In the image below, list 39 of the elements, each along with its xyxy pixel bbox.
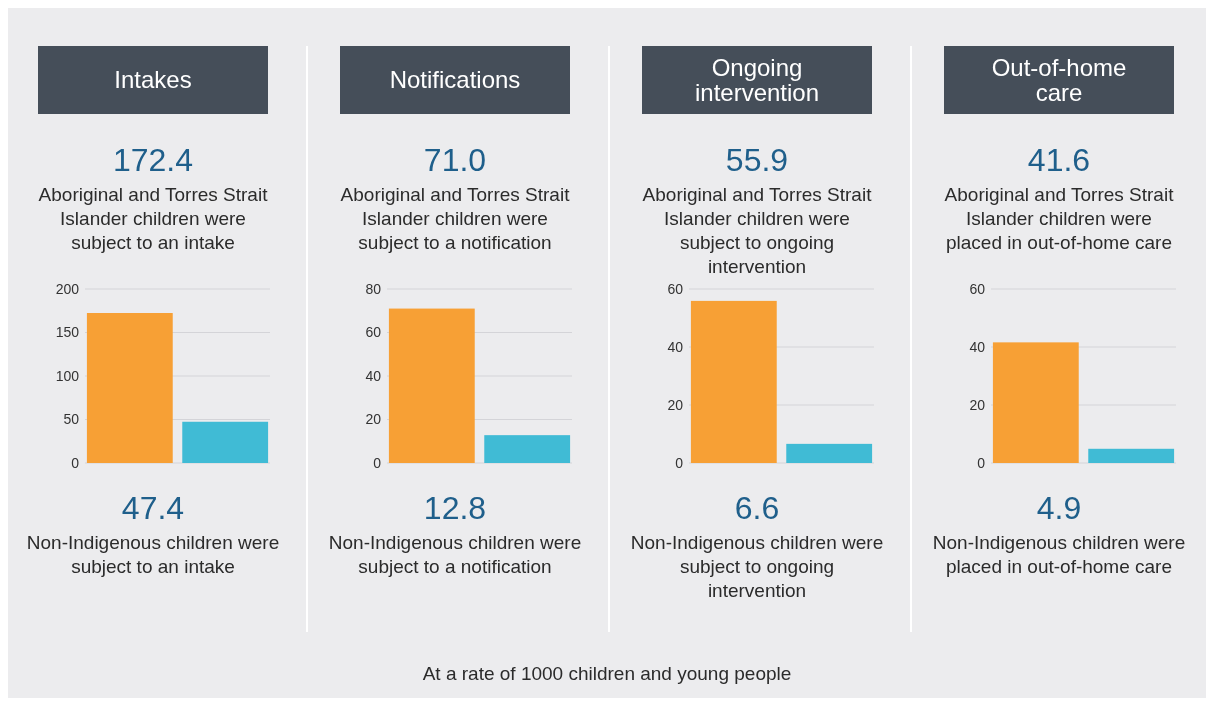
y-tick-label: 0 bbox=[373, 454, 382, 471]
y-tick-label: 40 bbox=[667, 338, 684, 355]
text: 55.9 bbox=[725, 142, 789, 178]
text: 47.4 bbox=[121, 490, 185, 526]
text: Non-Indigenous children were subject to a notification bbox=[328, 532, 582, 577]
y-tick-label: 60 bbox=[969, 280, 986, 297]
text: 6.6 bbox=[734, 490, 780, 526]
y-tick-label: 0 bbox=[675, 454, 684, 471]
chart-title: Ongoing intervention bbox=[694, 53, 820, 106]
text: Aboriginal and Torres Strait Islander children were subject to ongoing intervention bbox=[642, 184, 873, 277]
y-tick-label: 50 bbox=[63, 411, 80, 428]
text: Non-Indigenous children were placed in out-of-home care bbox=[932, 532, 1186, 577]
y-tick-label: 0 bbox=[977, 454, 986, 471]
y-tick-label: 60 bbox=[667, 280, 684, 297]
y-tick-label: 150 bbox=[55, 324, 80, 341]
y-tick-label: 20 bbox=[667, 396, 684, 413]
y-tick-label: 40 bbox=[365, 367, 382, 384]
y-tick-label: 20 bbox=[365, 411, 382, 428]
text: 4.9 bbox=[1036, 490, 1082, 526]
chart-title: Intakes bbox=[114, 66, 192, 94]
text: Non-Indigenous children were subject to an intake bbox=[26, 532, 280, 577]
text: Non-Indigenous children were subject to ongoing intervention bbox=[630, 532, 884, 601]
y-tick-label: 80 bbox=[365, 280, 382, 297]
chart-title: Out-of-home care bbox=[991, 53, 1127, 106]
y-tick-label: 0 bbox=[71, 454, 80, 471]
text: 41.6 bbox=[1027, 142, 1091, 178]
text: 172.4 bbox=[112, 142, 194, 178]
text: Aboriginal and Torres Strait Islander children were subject to an intake bbox=[38, 184, 269, 253]
y-tick-label: 200 bbox=[55, 280, 80, 297]
y-tick-label: 60 bbox=[365, 324, 382, 341]
y-tick-label: 20 bbox=[969, 396, 986, 413]
text: Aboriginal and Torres Strait Islander children were placed in out-of-home care bbox=[944, 184, 1175, 253]
y-tick-label: 100 bbox=[55, 367, 80, 384]
text: 12.8 bbox=[423, 490, 487, 526]
text: 71.0 bbox=[423, 142, 487, 178]
y-tick-label: 40 bbox=[969, 338, 986, 355]
text: At a rate of 1000 children and young people bbox=[422, 663, 792, 684]
text: Aboriginal and Torres Strait Islander children were subject to a notification bbox=[340, 184, 571, 253]
chart-title: Notifications bbox=[389, 66, 521, 94]
